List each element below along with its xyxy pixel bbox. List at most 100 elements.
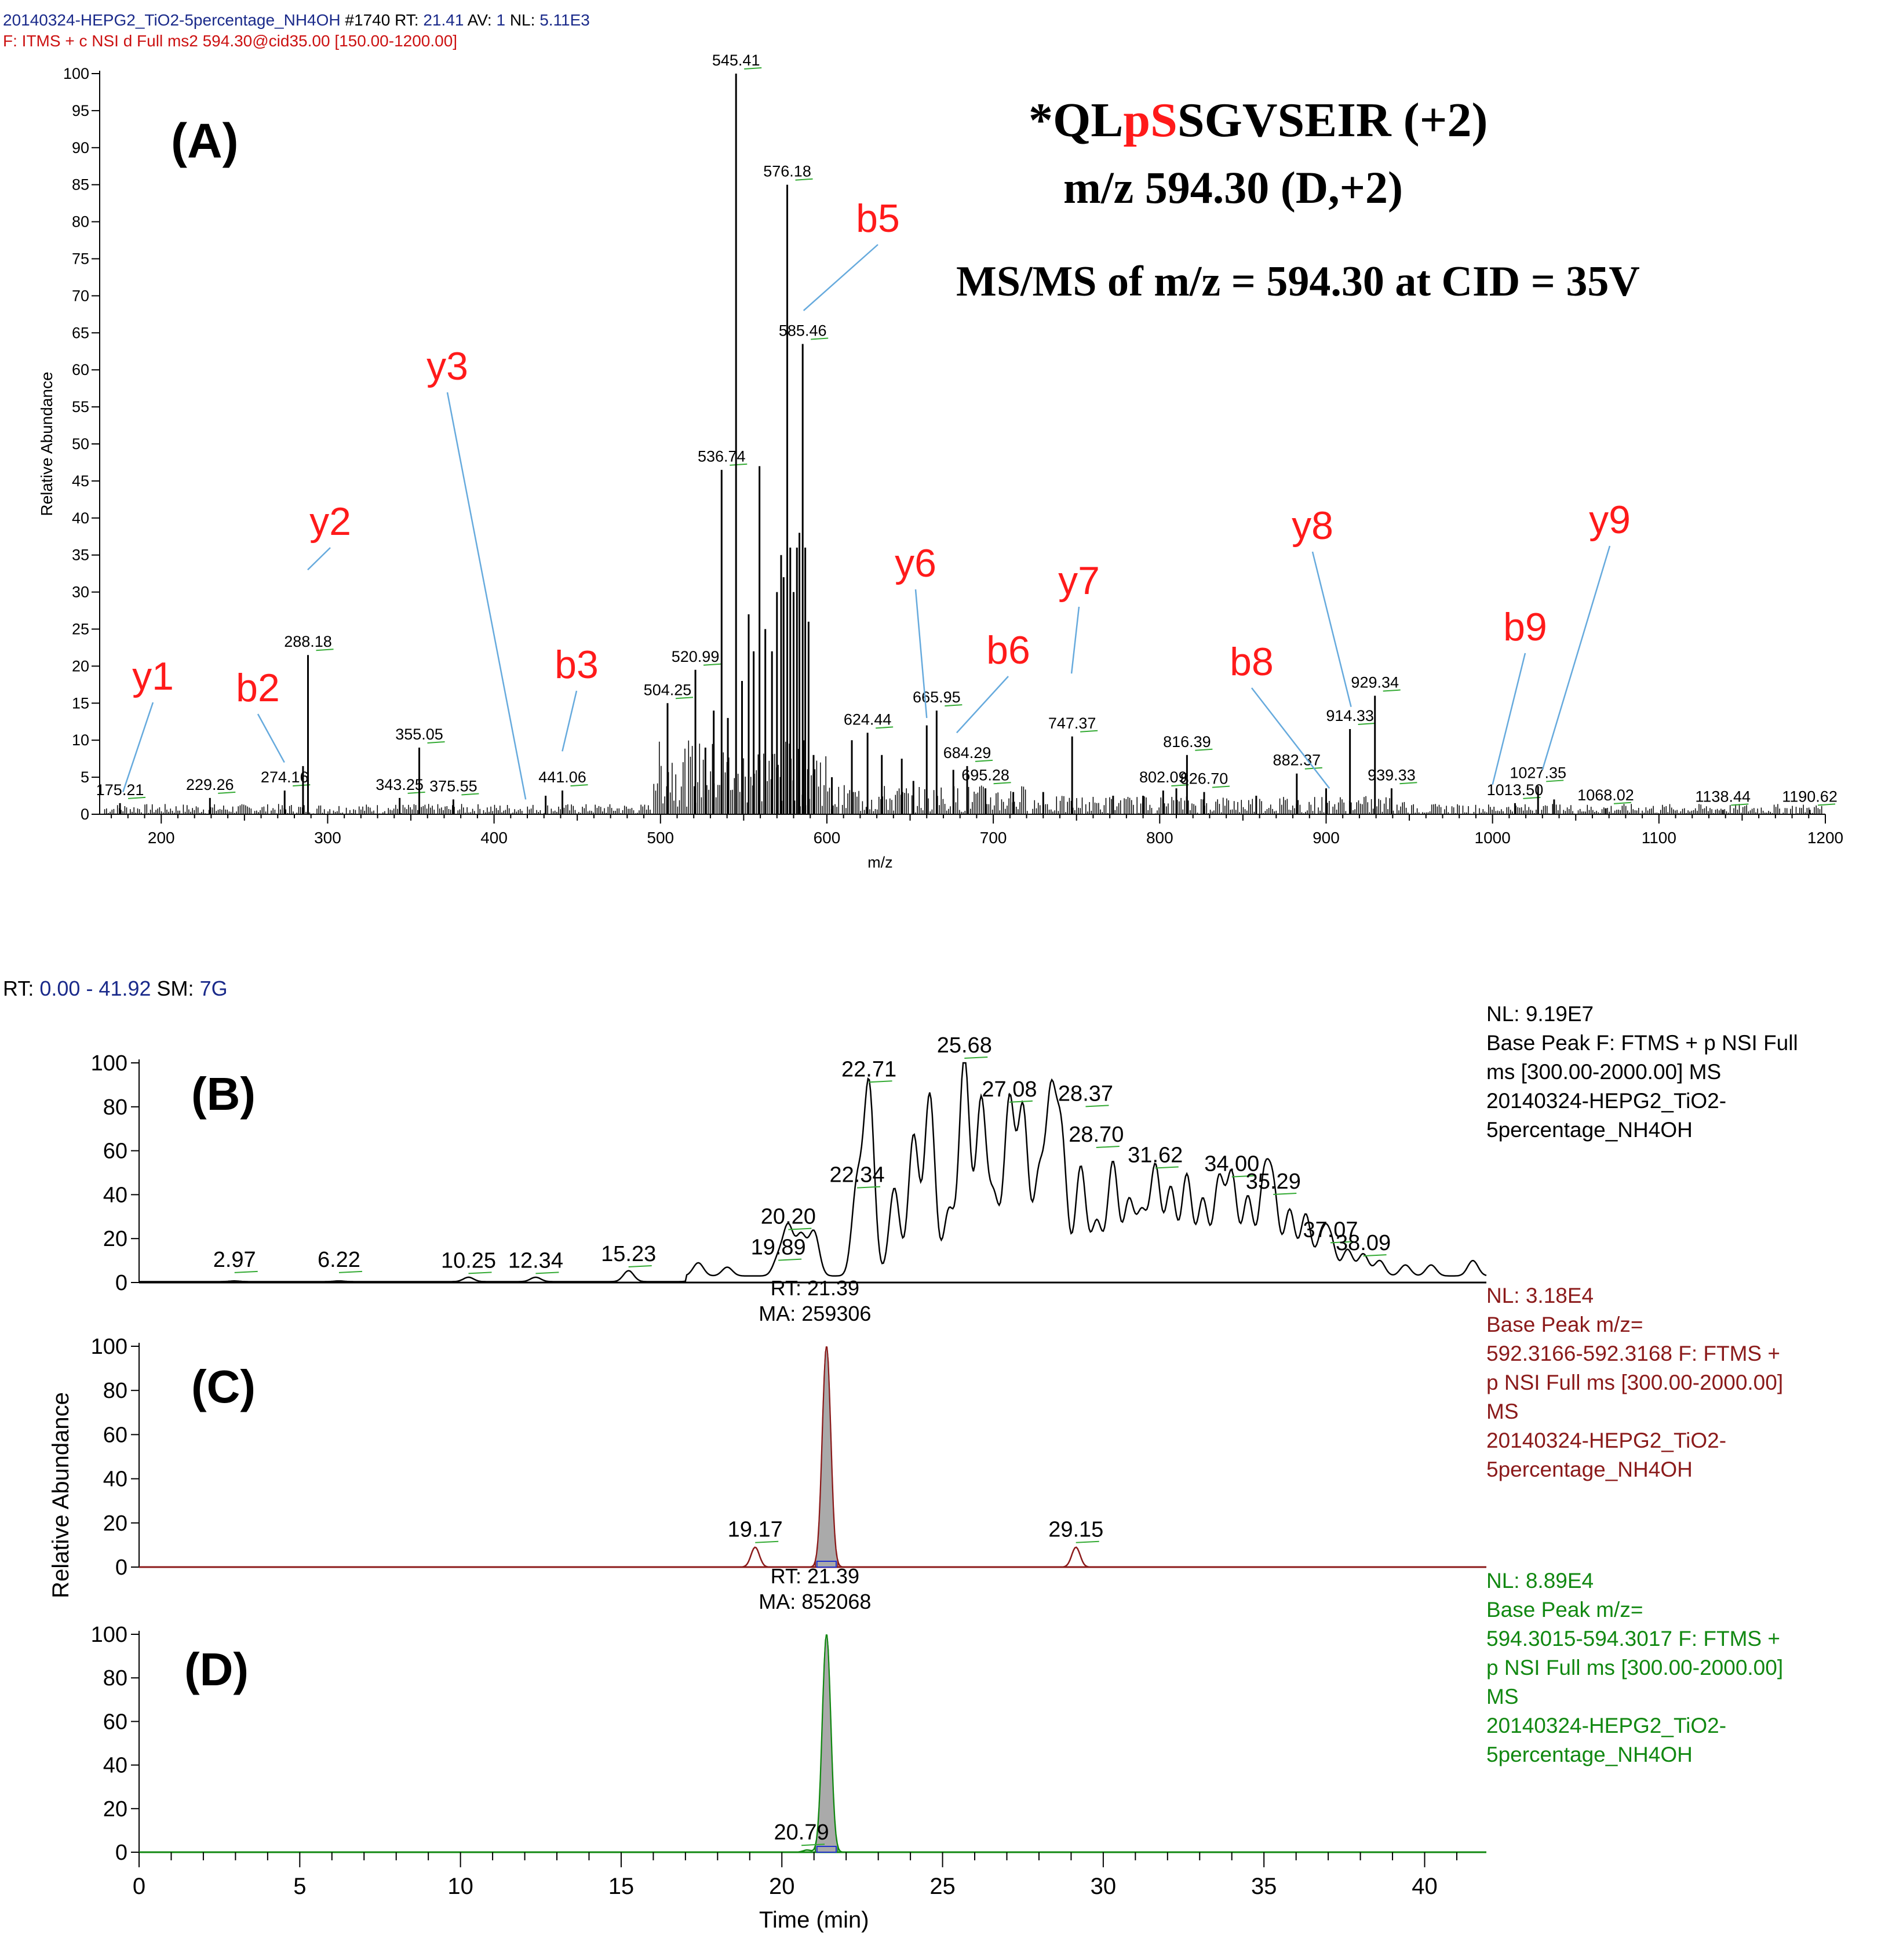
panel-c-label: (C)	[191, 1361, 256, 1412]
peak-label: 10.25	[441, 1248, 496, 1273]
y-tick-label: 20	[72, 657, 89, 675]
peak-label-tag	[461, 793, 479, 796]
ion-label-b2: b2	[236, 666, 280, 710]
y-tick-label: 10	[72, 731, 89, 749]
peak-label-tag	[1546, 779, 1564, 782]
x-tick-label: 1000	[1475, 829, 1511, 847]
x-tick-label: 500	[647, 829, 674, 847]
peak-label-tag	[1399, 782, 1417, 785]
peak-annotation: RT: 21.39	[771, 1564, 859, 1588]
y-tick-label: 30	[72, 584, 89, 601]
peak-label: 12.34	[508, 1248, 563, 1273]
peak-label-tag	[788, 1227, 812, 1230]
peak-label: 695.28	[961, 766, 1009, 784]
ion-label-y2: y2	[309, 500, 351, 544]
info-line: 20140324-HEPG2_TiO2-	[1486, 1429, 1726, 1452]
peak-label: 1027.35	[1510, 764, 1566, 781]
info-line: 20140324-HEPG2_TiO2-	[1486, 1089, 1726, 1113]
peak-label: 665.95	[913, 688, 961, 706]
peak-label-tag	[869, 1080, 892, 1083]
peak-label: 1138.44	[1695, 788, 1751, 805]
info-line: Base Peak m/z=	[1486, 1313, 1643, 1336]
x-tick-label: 10	[447, 1874, 473, 1899]
peak-label-tag	[755, 1540, 779, 1543]
peak-label: 1068.02	[1577, 786, 1634, 804]
info-line: ms [300.00-2000.00] MS	[1486, 1060, 1721, 1084]
ion-leader-line	[257, 713, 285, 763]
ion-leader-line	[446, 392, 527, 800]
x-tick-label: 1100	[1642, 829, 1676, 847]
y-tick-label: 100	[63, 65, 89, 82]
ion-leader-line	[1311, 551, 1352, 707]
peak-label: 939.33	[1368, 766, 1416, 784]
peak-label-tag	[1731, 803, 1749, 806]
x-tick-label: 700	[980, 829, 1007, 847]
peak-label: 20.79	[774, 1820, 829, 1845]
y-tick-label: 85	[72, 176, 89, 194]
peak-label: 25.68	[937, 1033, 992, 1058]
info-line: Base Peak m/z=	[1486, 1598, 1643, 1622]
panel-a-label: (A)	[171, 114, 239, 168]
y-tick-label: 5	[81, 768, 89, 786]
y-tick-label: 55	[72, 398, 89, 416]
y-tick-label: 60	[103, 1710, 127, 1734]
x-axis-label: Time (min)	[759, 1907, 869, 1933]
peak-label-tag	[628, 1265, 652, 1268]
scan-filter: F: ITMS + c NSI d Full ms2 594.30@cid35.…	[3, 32, 457, 50]
y-tick-label: 20	[103, 1511, 127, 1536]
chromatogram-b: 0 20 40 60 80 100 2.97 6.22 10.25 12.34 15.23 19.89…	[91, 1002, 1798, 1295]
y-tick-label: 40	[103, 1467, 127, 1492]
info-line: 5percentage_NH4OH	[1486, 1743, 1693, 1766]
panel-d-label: (D)	[184, 1644, 249, 1695]
peak-label: 27.08	[982, 1077, 1037, 1102]
peak-label-tag	[975, 759, 993, 762]
y-tick-label: 0	[115, 1841, 127, 1865]
y-tick-label: 90	[72, 139, 89, 156]
chromatogram-trace	[139, 1062, 1487, 1283]
scan-header: 20140324-HEPG2_TiO2-5percentage_NH4OH #1…	[3, 11, 590, 29]
ion-leader-line	[1492, 653, 1526, 785]
y-tick-label: 50	[72, 435, 89, 453]
peak-label-tag	[535, 1272, 559, 1274]
peak-label: 929.34	[1351, 674, 1399, 691]
peak-label: 545.41	[712, 52, 760, 69]
x-tick-label: 30	[1091, 1874, 1117, 1899]
ion-label-y7: y7	[1058, 559, 1100, 603]
peak-label: 1190.62	[1782, 788, 1838, 805]
peak-label-tag	[744, 67, 762, 70]
peak-label: 28.70	[1069, 1123, 1124, 1147]
peak-label: 802.09	[1139, 768, 1187, 786]
y-tick-label: 0	[81, 806, 89, 823]
peak-label: 343.25	[376, 776, 424, 793]
peak-label-tag	[675, 697, 694, 700]
ion-leader-line	[562, 690, 578, 752]
chromatogram-ylabel: Relative Abundance	[48, 1392, 74, 1598]
info-line: Base Peak F: FTMS + p NSI Full	[1486, 1031, 1798, 1055]
peak-label: 2.97	[213, 1248, 256, 1272]
y-tick-label: 80	[103, 1666, 127, 1691]
peak-label-tag	[856, 1186, 881, 1189]
info-line: 592.3166-592.3168 F: FTMS +	[1486, 1342, 1780, 1365]
peak-label: 22.34	[829, 1163, 884, 1187]
peak-label-tag	[795, 178, 813, 181]
peak-label-tag	[1195, 748, 1213, 751]
x-tick-label: 200	[148, 829, 175, 847]
y-tick-label: 45	[72, 472, 89, 490]
y-tick-label: 40	[103, 1754, 127, 1778]
peak-label: 882.37	[1273, 752, 1321, 769]
y-tick-label: 15	[72, 694, 89, 712]
ion-label-y3: y3	[426, 344, 468, 388]
peak-annotation: MA: 852068	[759, 1590, 871, 1613]
y-tick-label: 35	[72, 547, 89, 564]
peak-label: 826.70	[1180, 770, 1228, 788]
info-line: NL: 8.89E4	[1486, 1569, 1594, 1593]
peak-label-tag	[1080, 730, 1098, 733]
y-tick-label: 60	[72, 361, 89, 378]
ion-leader-line	[803, 244, 878, 311]
ion-label-y6: y6	[895, 541, 936, 585]
ion-label-b5: b5	[856, 196, 900, 241]
ion-label-b9: b9	[1503, 605, 1547, 649]
peak-label: 914.33	[1326, 707, 1374, 724]
x-tick-label: 300	[314, 829, 341, 847]
peak-label-tag	[1273, 1192, 1297, 1195]
